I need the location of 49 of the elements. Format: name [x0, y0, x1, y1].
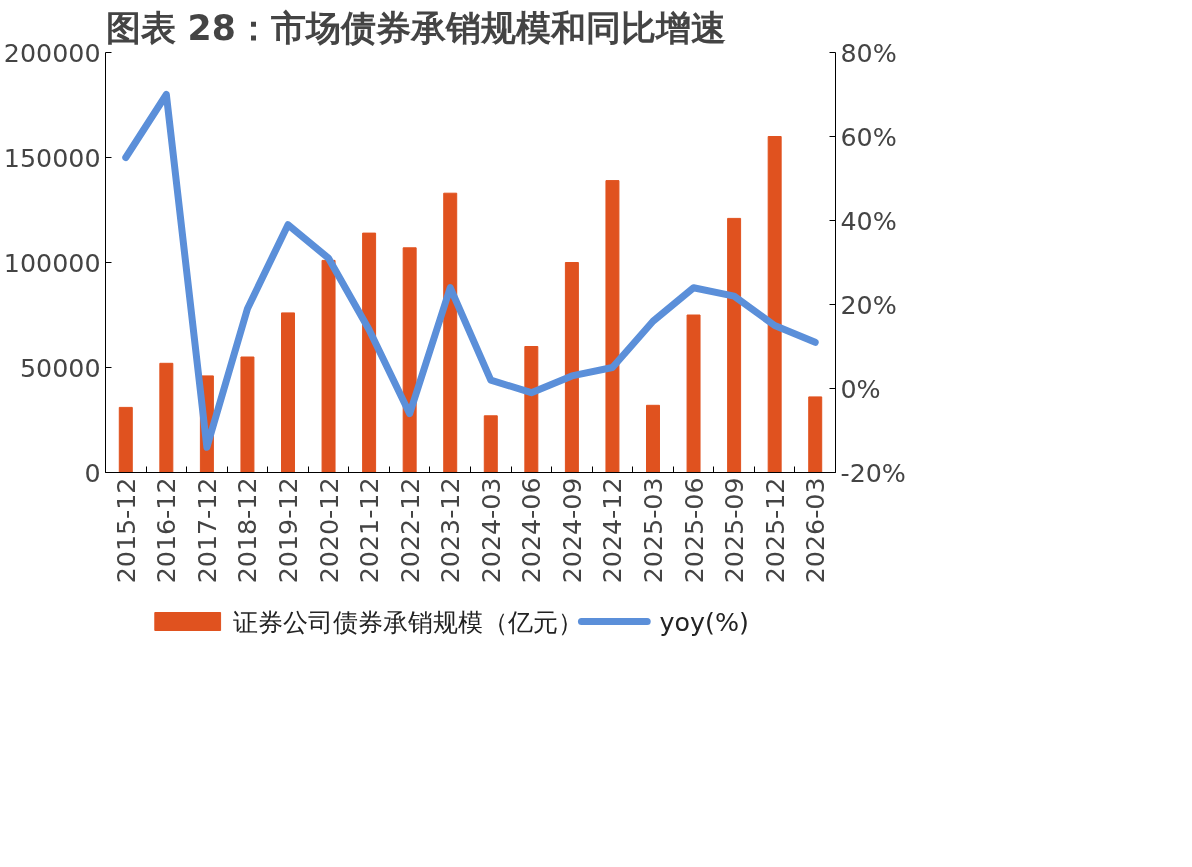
x-tick-label: 2018-12	[232, 477, 263, 584]
x-tick-label: 2015-12	[110, 477, 141, 584]
y2-tick-label: 20%	[840, 289, 897, 320]
x-tick-label: 2025-12	[759, 477, 790, 584]
y-tick-label: 150000	[3, 142, 101, 173]
x-tick-label: 2024-12	[597, 477, 628, 584]
x-tick-label: 2024-03	[475, 477, 506, 584]
bar	[605, 180, 620, 473]
y2-tick-label: 0%	[840, 373, 881, 404]
bar	[686, 314, 701, 473]
y2-tick-label: 80%	[840, 37, 897, 68]
y2-tick-label: 40%	[840, 205, 897, 236]
bar	[281, 312, 295, 473]
bar	[443, 192, 458, 473]
x-tick-label: 2019-12	[273, 477, 303, 584]
y-tick-label: 0	[84, 457, 101, 488]
legend-label: 证券公司债券承销规模（亿元）	[232, 606, 583, 637]
x-tick-label: 2021-12	[354, 477, 385, 584]
bar	[727, 217, 742, 473]
bar	[118, 406, 133, 473]
x-tick-label: 2024-06	[516, 477, 547, 584]
x-tick-label: 2025-03	[638, 477, 668, 584]
y2-tick-label: 60%	[840, 121, 897, 152]
x-tick-label: 2024-09	[556, 477, 587, 584]
y2-tick-label: -20%	[840, 457, 906, 488]
x-tick-label: 2016-12	[151, 477, 182, 584]
bar	[402, 247, 417, 473]
x-tick-label: 2025-06	[678, 477, 709, 584]
x-tick-label: 2022-12	[394, 477, 425, 584]
bar	[767, 136, 782, 473]
legend-label: yoy(%)	[659, 606, 749, 637]
bar	[159, 362, 174, 473]
x-tick-label: 2023-12	[435, 477, 466, 584]
y-tick-label: 200000	[3, 37, 101, 68]
bar	[483, 415, 498, 473]
bar	[646, 404, 660, 473]
x-tick-label: 2017-12	[191, 477, 222, 584]
bar	[524, 346, 539, 473]
bar	[808, 396, 823, 473]
bar	[240, 356, 255, 473]
bar	[564, 262, 579, 473]
y-tick-label: 50000	[19, 352, 101, 383]
chart-title: 图表 28：市场债券承销规模和同比增速	[105, 7, 726, 48]
x-tick-label: 2025-09	[719, 477, 750, 584]
bar	[321, 259, 336, 473]
y-tick-label: 100000	[3, 247, 101, 278]
x-tick-label: 2020-12	[313, 477, 344, 584]
x-tick-label: 2026-03	[800, 477, 831, 584]
bar	[362, 232, 377, 473]
